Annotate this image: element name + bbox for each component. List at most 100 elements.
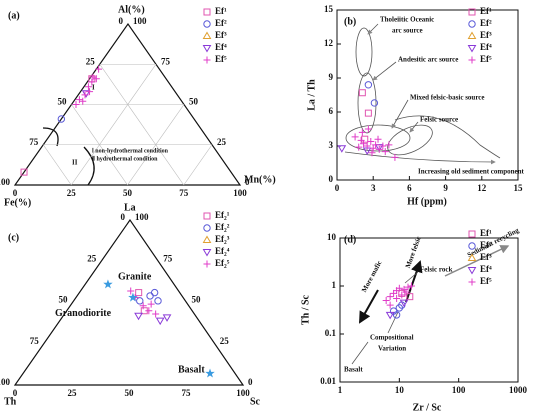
data-point [79, 97, 87, 105]
y-tick-label: 12 [324, 38, 334, 48]
grid-line [127, 104, 185, 186]
legend-marker [467, 267, 477, 275]
source-field [345, 124, 411, 152]
data-point [150, 288, 159, 297]
ternary-frame [13, 218, 245, 386]
data-point [374, 135, 382, 143]
legend-label: Ef⁵ [480, 54, 492, 64]
axis-title: Sc [250, 396, 261, 407]
legend-label: Ef² [215, 18, 227, 28]
legend-label: Ef₂¹ [215, 210, 230, 220]
data-point [391, 153, 399, 161]
data-point [364, 81, 373, 89]
data-point [154, 297, 162, 305]
legend-label: Ef₂² [215, 222, 230, 232]
x-axis-title: Hf (ppm) [407, 196, 447, 207]
data-point [136, 297, 144, 305]
plot-frame [336, 9, 519, 181]
tick-label: 100 [0, 177, 11, 187]
legend-marker [202, 249, 212, 257]
pointer [409, 121, 419, 133]
source-field [387, 124, 433, 156]
legend-marker [468, 20, 476, 28]
data-point [72, 101, 80, 108]
tick-label: 0 [119, 16, 124, 26]
data-point [370, 99, 379, 107]
annotation: Felsic rock [420, 266, 452, 274]
data-point [364, 125, 372, 133]
data-point [135, 289, 143, 297]
legend-marker [468, 8, 476, 16]
x-tick-label: 9 [443, 183, 448, 193]
tick-label: 50 [58, 97, 68, 107]
data-point [375, 145, 383, 153]
data-point [145, 307, 153, 315]
panel-label: (c) [8, 232, 19, 243]
data-point [368, 149, 376, 157]
reference-label: Granite [118, 272, 152, 283]
data-point [152, 310, 160, 318]
tick-label: 25 [220, 336, 230, 346]
data-point [127, 287, 135, 295]
pointer [351, 341, 369, 365]
data-point [337, 145, 347, 153]
legend-marker [203, 56, 211, 64]
legend-marker [467, 31, 477, 39]
x-tick-label: 1000 [509, 385, 528, 395]
panel-label: (a) [8, 10, 20, 21]
annotation: More mafic [360, 259, 383, 293]
data-point [146, 292, 154, 300]
tick-label: 75 [182, 388, 192, 398]
x-tick-label: 10 [395, 385, 405, 395]
legend-marker [203, 20, 211, 28]
y-tick-label: 10 [327, 232, 337, 242]
data-point [355, 143, 363, 151]
data-point [139, 302, 147, 310]
data-point [81, 90, 91, 98]
axis-title: Mn(%) [244, 174, 276, 185]
data-point [381, 148, 389, 156]
data-point [398, 291, 406, 299]
data-point [393, 294, 401, 302]
x-tick-label: 3 [371, 183, 376, 193]
tick-label: 50 [192, 295, 202, 305]
annotation: I [92, 84, 95, 92]
data-point [374, 144, 384, 152]
data-point [155, 317, 165, 326]
data-point [395, 284, 403, 292]
reference-point [128, 292, 138, 302]
panel-label: (b) [344, 16, 356, 27]
data-point [385, 311, 395, 320]
pointer [387, 311, 399, 334]
x-tick-label: 15 [514, 183, 524, 193]
annotation: arc source [392, 27, 423, 35]
tick-label: 75 [179, 188, 189, 198]
y-tick-label: 6 [329, 106, 334, 116]
pointer [404, 271, 419, 284]
data-point [367, 137, 375, 145]
tick-label: 100 [233, 188, 247, 198]
x-tick-label: 6 [407, 183, 412, 193]
data-point [358, 89, 366, 97]
legend-marker [203, 8, 211, 16]
x-tick-label: 0 [335, 183, 340, 193]
data-point [372, 141, 380, 149]
data-point [386, 301, 394, 309]
reference-point [205, 368, 215, 378]
axis-title: Th [4, 396, 17, 407]
data-point [162, 314, 172, 322]
data-point [407, 282, 415, 290]
legend-label: Ef³ [215, 30, 227, 40]
pointer [367, 23, 379, 35]
y-tick-label: 9 [329, 72, 334, 82]
data-point [351, 133, 359, 141]
legend-label: Ef³ [480, 30, 492, 40]
legend-label: Ef⁵ [480, 276, 492, 286]
data-point [147, 300, 155, 308]
legend-marker [468, 242, 476, 250]
annotation: Felsic source [420, 116, 458, 124]
tick-label: 0 [245, 177, 250, 187]
annotation: Ⅰ non-hydrothermal condition [92, 147, 169, 154]
legend-marker [468, 56, 476, 64]
